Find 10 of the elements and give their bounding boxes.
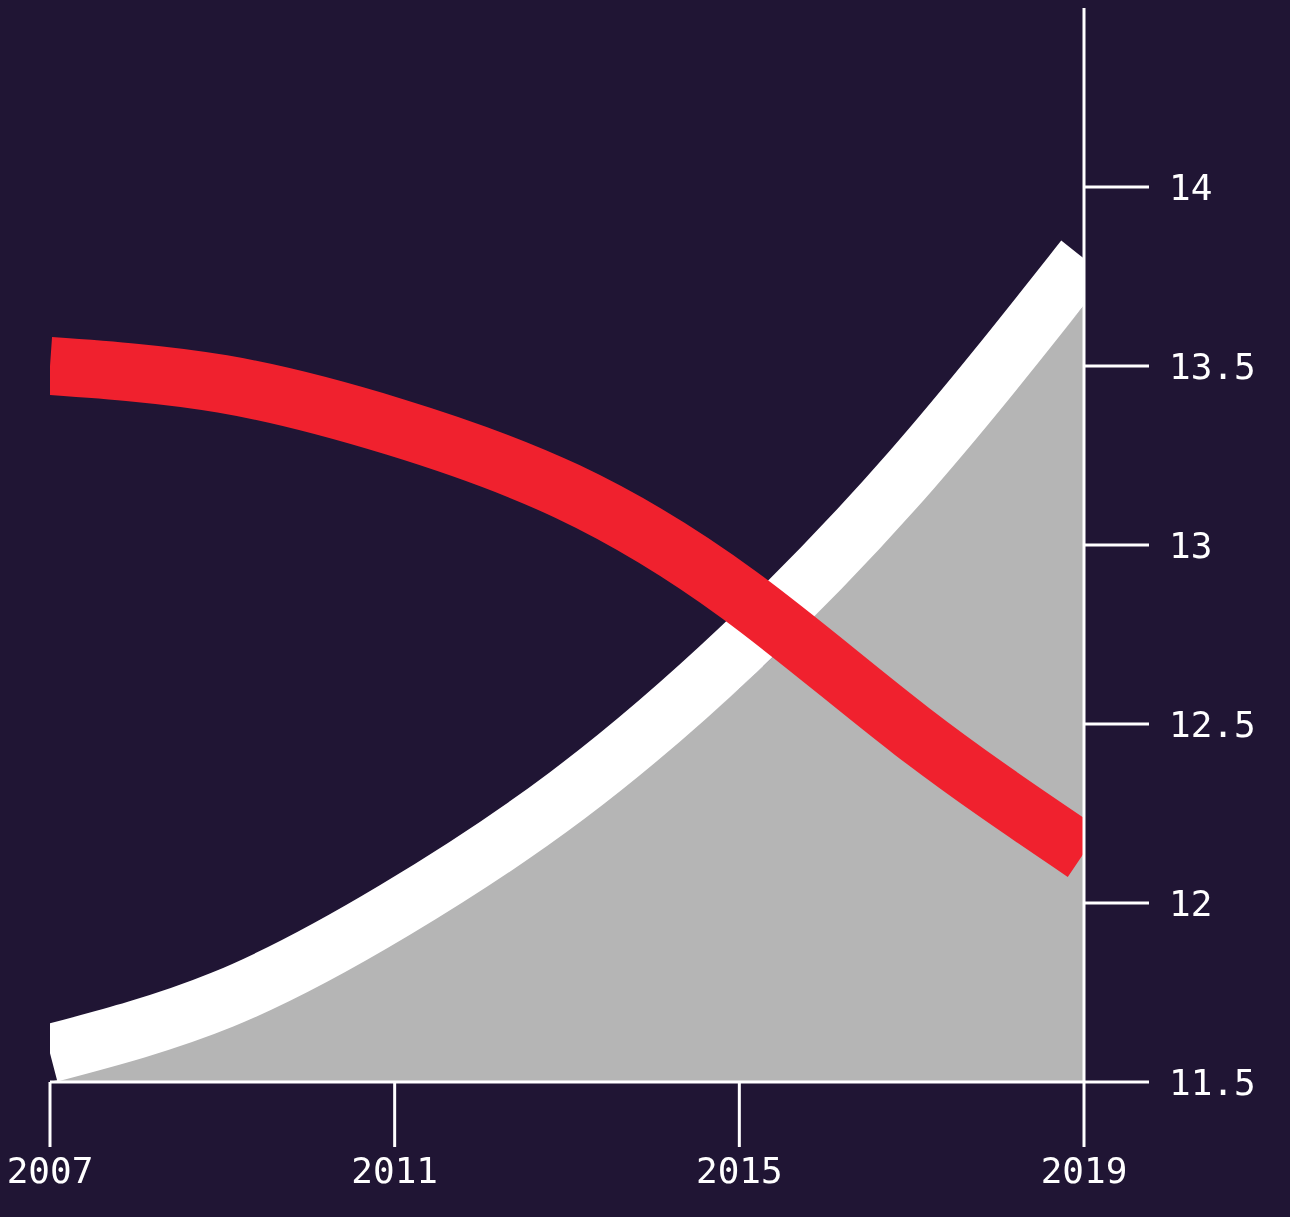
x-tick-label: 2011 xyxy=(351,1149,439,1191)
y-tick-label: 12 xyxy=(1169,882,1213,924)
y-tick-label: 14 xyxy=(1169,166,1213,208)
x-tick-label: 2019 xyxy=(1040,1149,1128,1191)
x-tick-label: 2015 xyxy=(695,1149,783,1191)
y-tick-label: 12.5 xyxy=(1169,703,1256,745)
y-tick-label: 13.5 xyxy=(1169,345,1256,387)
y-tick-label: 13 xyxy=(1169,524,1213,566)
y-tick-label: 11.5 xyxy=(1169,1061,1256,1103)
x-tick-label: 2007 xyxy=(6,1149,94,1191)
